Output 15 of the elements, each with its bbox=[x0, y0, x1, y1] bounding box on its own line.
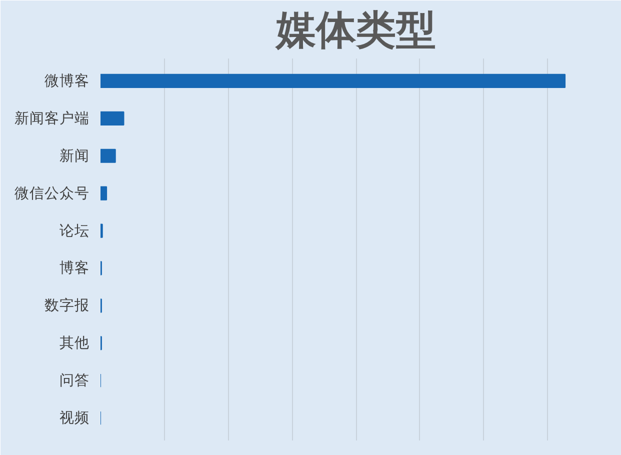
y-tick-label: 新闻 bbox=[60, 147, 90, 164]
y-tick-label: 视频 bbox=[60, 410, 90, 427]
y-tick-label: 新闻客户端 bbox=[14, 110, 90, 127]
y-tick-label: 问答 bbox=[60, 372, 90, 390]
y-tick-label: 微信公众号 bbox=[14, 184, 90, 202]
y-tick-label: 数字报 bbox=[44, 297, 90, 314]
bar bbox=[100, 186, 108, 200]
bar bbox=[100, 111, 124, 126]
bar bbox=[100, 74, 566, 88]
chart-title: 媒体类型 bbox=[274, 8, 436, 54]
bar bbox=[100, 148, 116, 163]
y-tick-label: 论坛 bbox=[60, 222, 90, 240]
y-tick-label: 微博客 bbox=[44, 72, 90, 90]
y-tick-label: 博客 bbox=[60, 260, 90, 277]
y-tick-label: 其他 bbox=[60, 334, 90, 352]
